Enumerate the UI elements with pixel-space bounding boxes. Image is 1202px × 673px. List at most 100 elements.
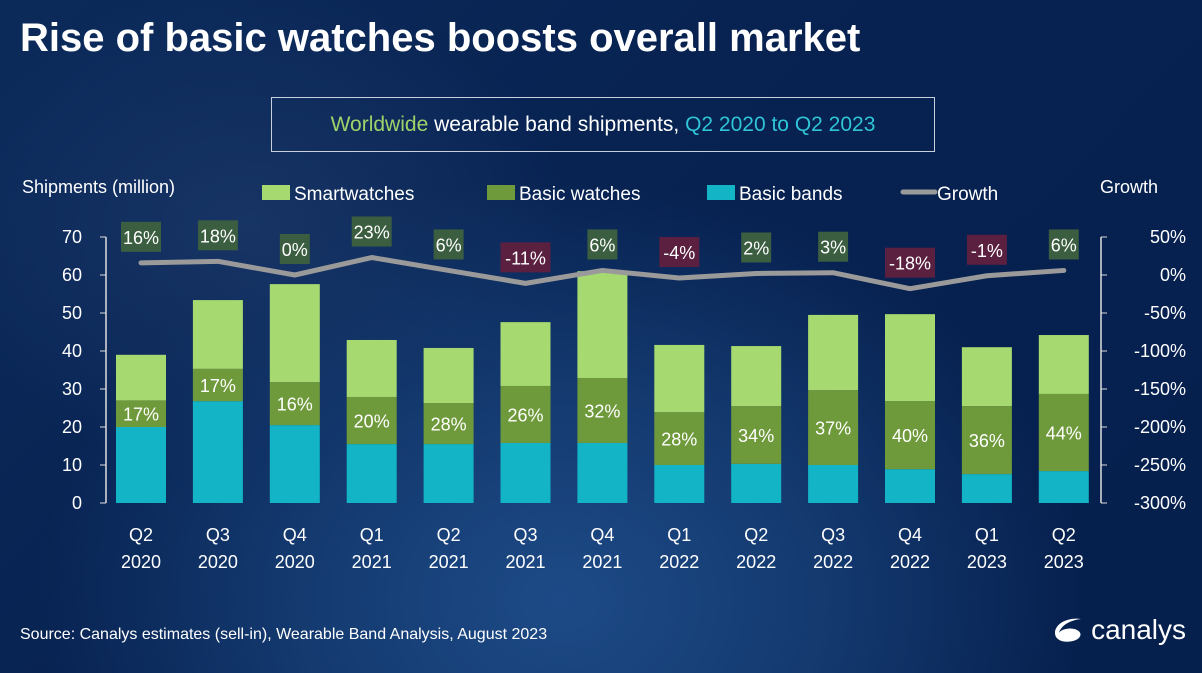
bar-basic-bands — [116, 427, 166, 503]
growth-label: 18% — [200, 226, 236, 246]
legend-swatch-1 — [487, 185, 515, 200]
bar-basic-watches — [808, 390, 859, 465]
bar-basic-watches — [346, 396, 397, 445]
stacked-bar-chart: 0 10 20 30 40 50 60 70 -300% -250% -200% -150% -100%… — [62, 177, 1186, 572]
x-tick-year: 2022 — [659, 552, 699, 572]
growth-label: 16% — [123, 228, 159, 248]
canalys-logo: canalys — [1051, 614, 1186, 646]
x-tick-quarter: Q2 — [129, 525, 153, 545]
growth-label: -18% — [889, 254, 931, 274]
bar-smartwatches — [192, 300, 243, 369]
growth-label: 6% — [436, 235, 462, 255]
x-tick-quarter: Q2 — [1052, 525, 1076, 545]
x-tick-year: 2023 — [1044, 552, 1084, 572]
basic-watch-share-label: 28% — [431, 415, 467, 435]
growth-label-box — [741, 232, 772, 263]
bar-smartwatches — [961, 347, 1012, 407]
growth-label: 23% — [354, 223, 390, 243]
growth-label: 2% — [743, 238, 769, 258]
basic-watch-share-label: 37% — [815, 419, 851, 439]
legend-label: Basic bands — [739, 184, 843, 205]
growth-label-box — [500, 242, 551, 273]
bar-basic-watches — [885, 401, 935, 470]
growth-label-box — [351, 216, 392, 247]
growth-label-box — [966, 234, 1007, 265]
bar-basic-bands — [961, 474, 1012, 503]
bar-basic-bands — [500, 442, 551, 503]
right-tick-label: -200% — [1134, 417, 1186, 437]
right-tick-label: -300% — [1134, 493, 1186, 513]
bar-smartwatches — [577, 271, 628, 378]
bar-basic-watches — [731, 406, 782, 464]
subtitle-worldwide: Worldwide — [330, 112, 429, 136]
x-tick-year: 2021 — [352, 552, 392, 572]
source-note: Source: Canalys estimates (sell-in), Wea… — [20, 626, 548, 643]
growth-label-box — [885, 247, 935, 278]
growth-label: 3% — [820, 238, 846, 258]
right-tick-label: -250% — [1134, 455, 1186, 475]
bar-basic-bands — [654, 465, 705, 503]
bar-smartwatches — [500, 322, 551, 386]
left-tick-label: 40 — [62, 341, 82, 361]
basic-watch-share-label: 20% — [354, 412, 390, 432]
subtitle-period: Q2 2020 to Q2 2023 — [685, 112, 876, 136]
growth-label: -1% — [971, 241, 1003, 261]
subtitle-middle: wearable band shipments, — [428, 112, 686, 136]
growth-label-box — [279, 234, 310, 264]
bar-basic-watches — [654, 412, 705, 465]
x-tick-year: 2021 — [429, 552, 469, 572]
bar-basic-watches — [577, 377, 628, 443]
bar-basic-watches — [961, 406, 1012, 475]
growth-label-box — [121, 221, 161, 252]
bar-basic-bands — [1038, 471, 1089, 503]
x-tick-year: 2020 — [198, 552, 238, 572]
legend-swatch-0 — [262, 185, 290, 200]
x-tick-quarter: Q2 — [437, 525, 461, 545]
growth-label-box — [587, 229, 618, 260]
growth-label: 6% — [1051, 235, 1077, 255]
bar-basic-watches — [269, 382, 320, 426]
growth-label: 6% — [589, 235, 615, 255]
x-tick-quarter: Q2 — [744, 525, 768, 545]
bar-basic-watches — [116, 400, 166, 427]
x-tick-quarter: Q3 — [513, 525, 537, 545]
y2-axis-label: Growth — [1100, 177, 1158, 197]
bar-basic-bands — [577, 442, 628, 503]
bar-basic-bands — [808, 465, 859, 503]
basic-watch-share-label: 36% — [969, 431, 1005, 451]
x-tick-quarter: Q1 — [360, 525, 384, 545]
basic-watch-share-label: 17% — [123, 405, 159, 425]
x-tick-quarter: Q1 — [667, 525, 691, 545]
growth-label-box — [659, 237, 700, 268]
growth-label: 0% — [282, 240, 308, 260]
bar-basic-watches — [500, 385, 551, 443]
growth-line — [138, 255, 1067, 292]
basic-watch-share-label: 17% — [200, 376, 236, 396]
x-tick-quarter: Q4 — [898, 525, 922, 545]
bar-smartwatches — [423, 347, 474, 404]
bar-smartwatches — [885, 314, 935, 402]
x-tick-year: 2021 — [582, 552, 622, 572]
right-tick-label: -50% — [1144, 303, 1186, 323]
x-tick-year: 2022 — [890, 552, 930, 572]
bar-smartwatches — [731, 346, 782, 407]
legend-label: Smartwatches — [294, 184, 414, 205]
growth-label-box — [818, 231, 849, 262]
basic-watch-share-label: 34% — [738, 426, 774, 446]
right-tick-label: 0% — [1160, 265, 1186, 285]
x-tick-year: 2020 — [275, 552, 315, 572]
canalys-swoosh-icon — [1055, 618, 1082, 642]
bar-basic-watches — [423, 403, 474, 445]
legend-swatch-2 — [707, 185, 735, 200]
x-tick-quarter: Q1 — [975, 525, 999, 545]
page-title: Rise of basic watches boosts overall mar… — [20, 16, 861, 60]
growth-label-box — [1048, 229, 1079, 260]
bar-basic-bands — [269, 425, 320, 503]
bar-basic-bands — [423, 444, 474, 503]
bar-basic-bands — [346, 444, 397, 503]
left-tick-label: 70 — [62, 227, 82, 247]
bar-basic-watches — [1038, 393, 1089, 472]
x-tick-quarter: Q3 — [206, 525, 230, 545]
left-tick-label: 20 — [62, 417, 82, 437]
growth-label: -11% — [505, 248, 546, 268]
